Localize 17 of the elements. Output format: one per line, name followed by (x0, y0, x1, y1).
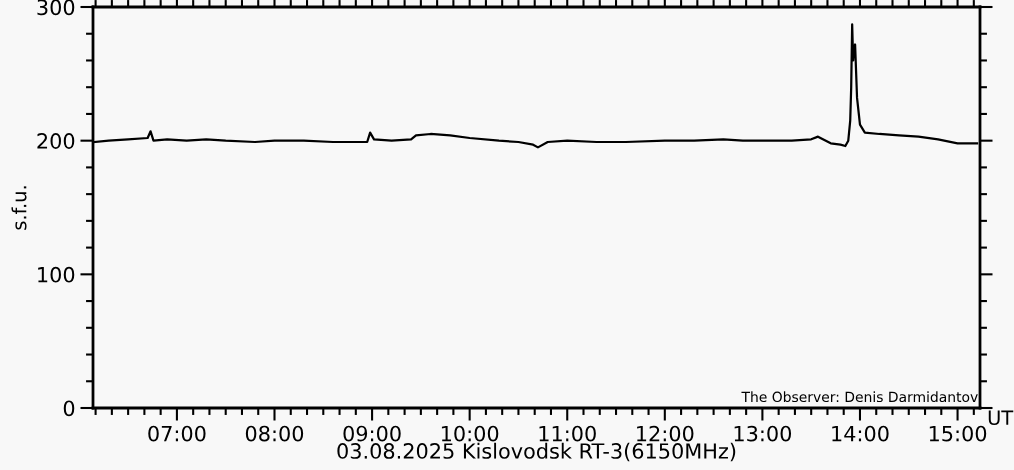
x-tick-label: 11:00 (539, 425, 596, 442)
annotation: The Observer: Denis Darmidantov (741, 391, 978, 403)
x-tick-label: 09:00 (343, 425, 401, 442)
x-tick-label: 10:00 (441, 425, 499, 442)
y-tick-label: 100 (38, 266, 75, 283)
x-tick-label: 13:00 (734, 425, 792, 442)
x-tick-label: 07:00 (148, 425, 206, 442)
y-tick-label: 200 (37, 133, 75, 149)
x-tick-label: 15:00 (929, 425, 987, 442)
y-tick-label: 0 (63, 400, 75, 417)
x-axis-title: 03.08.2025 Kislovodsk RT-3(6150MHz) (337, 442, 736, 462)
y-tick-label: 300 (37, 0, 75, 16)
x-tick-label: 12:00 (637, 425, 694, 442)
text: UT (988, 410, 1014, 426)
x-tick-label: 08:00 (245, 425, 304, 442)
y-axis-title: s.f.u. (11, 186, 27, 230)
x-tick-label: 14:00 (832, 425, 889, 442)
